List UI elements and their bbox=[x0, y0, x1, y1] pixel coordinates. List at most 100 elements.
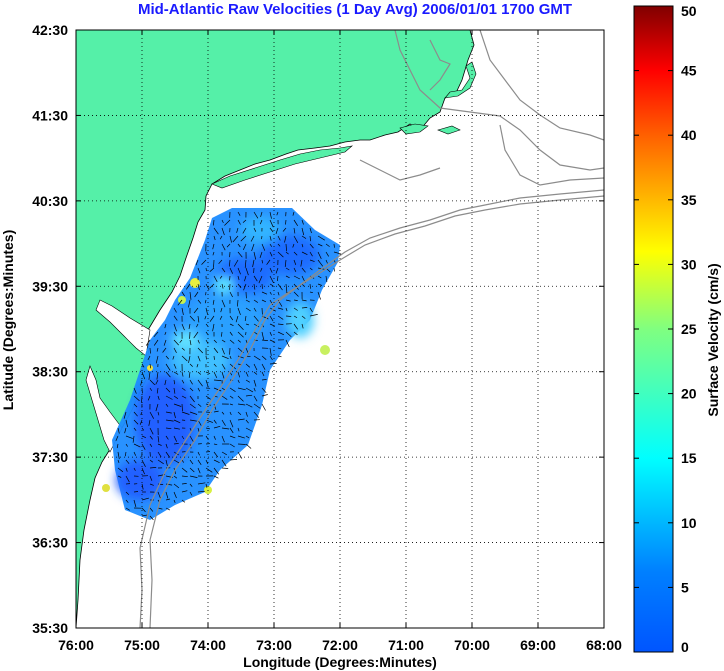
current-vector bbox=[261, 355, 267, 360]
current-vector bbox=[213, 403, 217, 410]
current-vector bbox=[173, 339, 179, 346]
current-vector bbox=[125, 419, 128, 428]
current-vector bbox=[173, 419, 181, 424]
current-vector bbox=[293, 275, 301, 280]
current-vector bbox=[140, 379, 143, 386]
current-vector bbox=[285, 251, 289, 255]
current-vector bbox=[269, 267, 273, 273]
current-vector bbox=[269, 227, 274, 233]
current-vector bbox=[282, 227, 287, 232]
current-vector bbox=[276, 211, 279, 216]
current-vector bbox=[204, 299, 207, 304]
current-vector bbox=[213, 459, 220, 464]
current-vector bbox=[261, 379, 267, 381]
current-vector bbox=[221, 419, 226, 426]
current-vector bbox=[197, 387, 201, 392]
current-vector bbox=[221, 387, 226, 391]
current-vector bbox=[292, 243, 295, 248]
current-vector bbox=[156, 347, 159, 352]
current-vector bbox=[237, 331, 244, 338]
current-vector bbox=[133, 387, 137, 394]
current-vector bbox=[221, 347, 225, 355]
current-vector bbox=[221, 371, 225, 379]
current-vector bbox=[269, 355, 273, 361]
current-vector bbox=[193, 331, 199, 339]
current-vector bbox=[197, 339, 200, 344]
current-vector bbox=[224, 219, 231, 226]
current-vector bbox=[285, 307, 288, 312]
current-vector bbox=[181, 371, 184, 377]
current-vector bbox=[229, 355, 232, 359]
current-vector bbox=[285, 283, 288, 292]
current-vector bbox=[301, 235, 307, 239]
current-vector bbox=[285, 219, 287, 225]
current-vector bbox=[253, 331, 258, 335]
long-island bbox=[211, 145, 354, 189]
current-vector bbox=[240, 235, 247, 242]
colorbar-label: Surface Velocity (cm/s) bbox=[705, 263, 721, 416]
current-vector bbox=[245, 427, 253, 432]
current-vector bbox=[309, 251, 313, 257]
current-vector bbox=[173, 475, 178, 479]
current-vector bbox=[124, 427, 127, 434]
current-vector bbox=[245, 394, 253, 397]
current-vector bbox=[325, 243, 330, 247]
current-vector bbox=[229, 363, 237, 370]
current-vector bbox=[237, 299, 239, 307]
current-vector bbox=[221, 459, 227, 467]
current-vector bbox=[218, 259, 223, 265]
current-vector bbox=[269, 219, 274, 228]
current-vector bbox=[243, 283, 247, 291]
current-vector bbox=[221, 299, 226, 308]
current-vector bbox=[189, 459, 194, 465]
current-vector bbox=[189, 315, 195, 322]
current-vector bbox=[213, 443, 218, 446]
current-vector bbox=[133, 459, 137, 464]
current-vector bbox=[125, 507, 130, 511]
x-tick-label: 69:00 bbox=[520, 637, 556, 653]
current-vector bbox=[229, 259, 231, 267]
current-vector bbox=[181, 395, 187, 399]
current-vector bbox=[147, 355, 151, 361]
current-vector bbox=[197, 490, 205, 493]
plot-area bbox=[76, 30, 604, 628]
current-vector bbox=[141, 435, 147, 439]
current-vector bbox=[156, 387, 159, 394]
current-vector bbox=[157, 459, 164, 465]
current-vector bbox=[173, 307, 177, 313]
current-vector bbox=[163, 339, 167, 346]
current-vector bbox=[189, 419, 197, 422]
current-vector bbox=[189, 467, 195, 473]
current-vector bbox=[181, 459, 184, 463]
current-vector bbox=[179, 339, 183, 343]
current-vector bbox=[149, 387, 152, 391]
current-vector bbox=[181, 347, 185, 351]
current-vector bbox=[251, 243, 255, 252]
current-vector bbox=[237, 443, 246, 445]
current-vector bbox=[165, 451, 171, 458]
current-vector bbox=[229, 459, 238, 461]
current-vector bbox=[181, 379, 185, 384]
current-vector bbox=[221, 363, 226, 370]
current-vector bbox=[117, 451, 120, 460]
current-vector bbox=[317, 283, 323, 286]
current-vector bbox=[125, 459, 130, 464]
current-vector bbox=[117, 475, 122, 478]
current-vector bbox=[181, 467, 188, 473]
current-vector bbox=[293, 235, 299, 243]
current-vector bbox=[253, 363, 258, 371]
current-vector bbox=[173, 323, 177, 332]
current-vector bbox=[293, 299, 298, 301]
current-vector bbox=[156, 371, 159, 380]
current-vector bbox=[149, 379, 156, 386]
current-vector bbox=[133, 403, 138, 408]
current-vector bbox=[145, 339, 151, 346]
current-vector bbox=[209, 267, 215, 272]
current-vector bbox=[213, 275, 218, 282]
current-vector bbox=[181, 291, 185, 297]
current-vector bbox=[181, 403, 183, 412]
current-vector bbox=[229, 395, 234, 399]
current-vector bbox=[221, 451, 227, 456]
current-vector bbox=[229, 403, 234, 406]
